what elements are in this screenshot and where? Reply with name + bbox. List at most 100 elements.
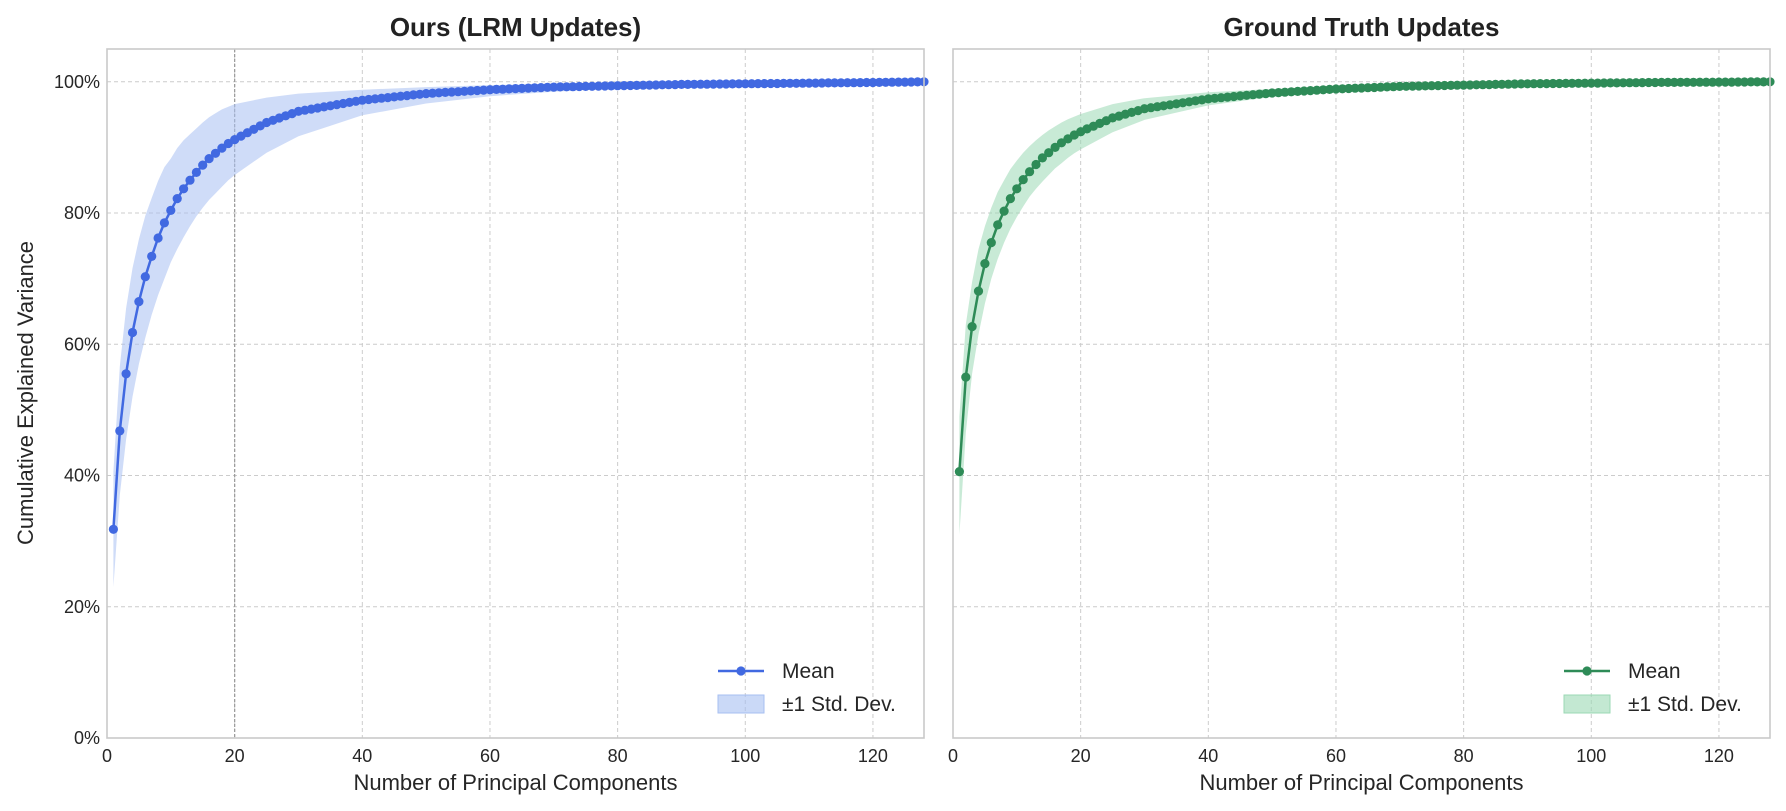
y-tick-label: 60%	[64, 334, 100, 354]
x-tick-label: 60	[480, 746, 500, 766]
data-point	[1037, 153, 1047, 163]
data-point	[555, 82, 565, 92]
data-point	[1548, 78, 1558, 89]
x-tick-label: 0	[948, 746, 958, 766]
data-point	[791, 78, 801, 88]
data-point	[632, 80, 642, 90]
data-point	[1018, 175, 1028, 185]
data-point	[574, 81, 584, 92]
data-point	[973, 286, 984, 296]
data-point	[1618, 78, 1628, 88]
data-point	[906, 77, 916, 87]
data-point	[1012, 184, 1022, 194]
chart-panel-1: 0 20 40 60 80 100 120 0% 20% 40% 60% 80% 100% Ours (L…	[54, 12, 929, 795]
data-point	[721, 79, 731, 89]
legend-mean-marker	[1582, 666, 1592, 676]
data-point	[1733, 77, 1743, 87]
data-point	[1503, 79, 1513, 89]
data-point	[1701, 77, 1711, 87]
data-point	[810, 78, 821, 88]
data-point	[1471, 80, 1481, 90]
data-point	[179, 184, 189, 194]
y-tick-label: 100%	[54, 72, 100, 92]
data-point	[1516, 79, 1526, 89]
data-point	[581, 81, 591, 91]
data-point	[753, 79, 763, 89]
data-point	[1025, 167, 1035, 177]
data-point	[1529, 79, 1539, 89]
x-tick-label: 40	[352, 746, 372, 766]
plot-frame	[106, 48, 925, 739]
legend-mean-label: Mean	[1628, 660, 1681, 683]
data-point	[217, 143, 227, 153]
data-point	[619, 81, 629, 91]
data-point	[779, 78, 789, 88]
data-point	[1414, 81, 1424, 91]
data-point	[1433, 81, 1443, 91]
data-point	[115, 426, 125, 436]
data-point	[1644, 77, 1654, 88]
data-point	[670, 80, 680, 90]
data-point	[1044, 148, 1054, 158]
data-point	[510, 84, 521, 94]
data-point	[1050, 142, 1060, 152]
x-tick-label: 0	[102, 746, 112, 766]
data-point	[542, 82, 553, 92]
data-point	[613, 81, 623, 91]
data-point	[191, 167, 201, 177]
data-point	[140, 272, 150, 282]
x-tick-label: 100	[1576, 746, 1606, 766]
data-point	[134, 297, 144, 307]
mean-points	[108, 77, 929, 534]
data-point	[993, 220, 1003, 230]
data-point	[887, 77, 897, 87]
data-point	[1637, 78, 1647, 88]
data-point	[568, 82, 578, 92]
data-point	[702, 79, 712, 89]
x-tick-label: 80	[1454, 746, 1474, 766]
data-point	[1682, 77, 1692, 87]
std-band	[113, 81, 924, 588]
data-point	[1714, 77, 1724, 87]
data-point	[587, 81, 597, 91]
data-point	[1535, 79, 1545, 89]
chart-title: Ground Truth Updates	[1224, 12, 1500, 42]
data-point	[1739, 77, 1750, 87]
data-point	[1625, 78, 1635, 88]
data-point	[121, 369, 131, 379]
data-point	[785, 78, 795, 88]
data-point	[1510, 79, 1520, 89]
data-point	[1363, 83, 1373, 93]
data-point	[210, 148, 221, 158]
y-axis-label: Cumulative Explained Variance	[13, 241, 38, 545]
x-tick-label: 40	[1198, 746, 1218, 766]
x-tick-label: 60	[1326, 746, 1346, 766]
data-point	[683, 79, 693, 89]
data-point	[1688, 77, 1698, 87]
data-point	[715, 79, 725, 89]
data-point	[804, 78, 814, 88]
data-point	[1478, 80, 1488, 90]
data-point	[1605, 78, 1615, 88]
y-tick-label: 20%	[64, 597, 100, 617]
data-point	[147, 251, 157, 261]
data-point	[696, 79, 706, 89]
data-point	[855, 78, 865, 88]
data-point	[1676, 77, 1686, 87]
y-tick-label: 0%	[74, 728, 100, 748]
data-point	[1727, 77, 1737, 87]
legend-mean-label: Mean	[782, 660, 835, 683]
data-point	[740, 79, 750, 89]
data-point	[913, 77, 923, 87]
data-point	[961, 372, 971, 382]
data-point	[530, 83, 540, 93]
data-point	[1420, 81, 1430, 91]
data-point	[1573, 78, 1584, 88]
data-point	[708, 79, 719, 89]
data-point	[734, 79, 744, 89]
data-point	[798, 78, 808, 88]
data-point	[1382, 82, 1392, 92]
x-tick-label: 20	[225, 746, 245, 766]
legend-band-label: ±1 Std. Dev.	[1628, 693, 1742, 716]
